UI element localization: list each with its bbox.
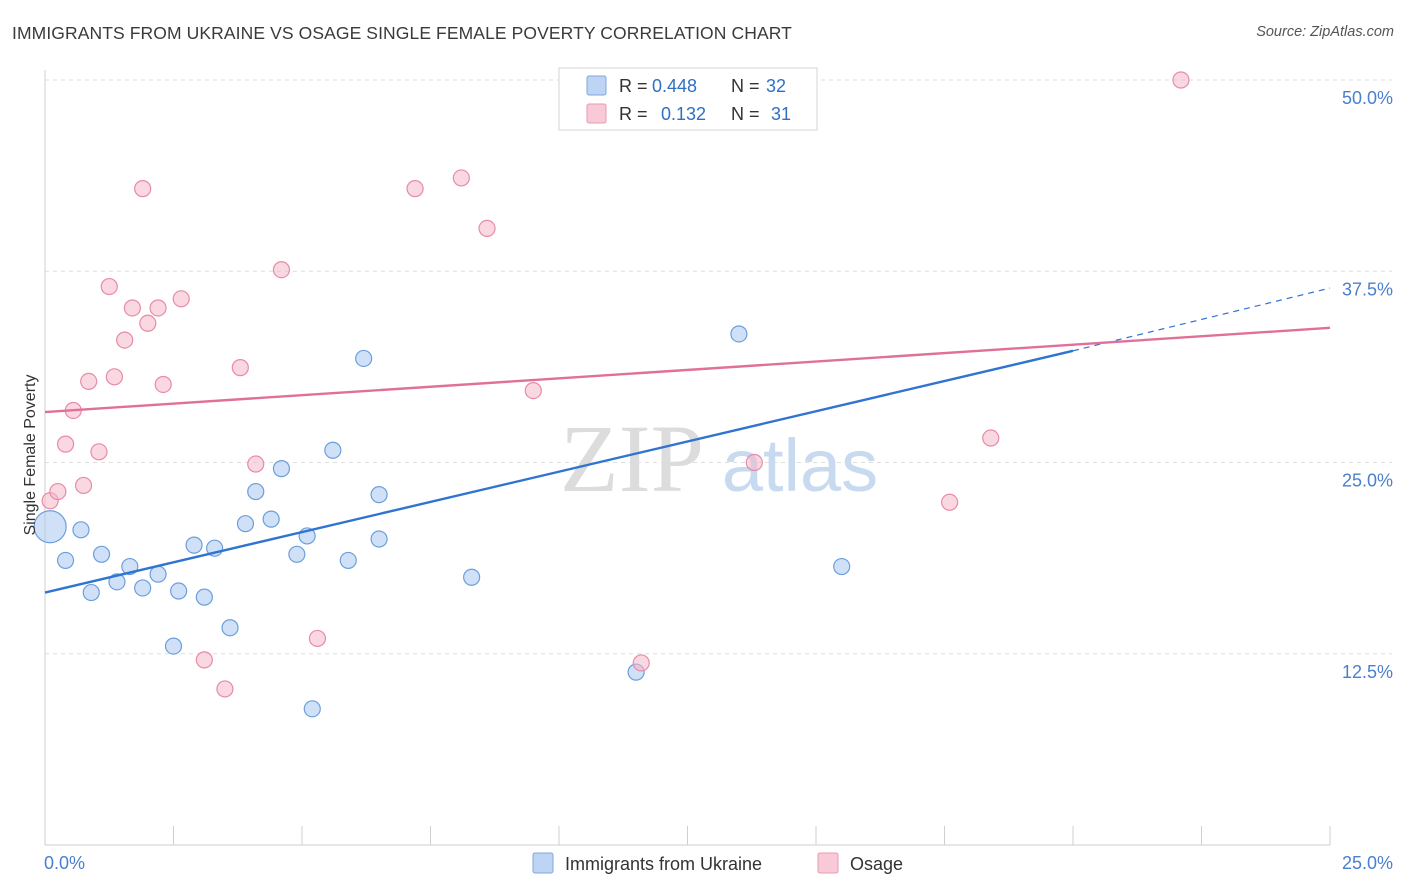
- legend-n-value-2: 31: [771, 104, 791, 124]
- ukraine-point: [72, 521, 90, 539]
- legend-n-label-2: N =: [731, 104, 760, 124]
- osage-point: [195, 651, 213, 669]
- ukraine-point: [324, 441, 342, 459]
- ukraine-point: [272, 460, 291, 478]
- ukraine-point: [82, 583, 100, 602]
- legend-r-label-1: R =: [619, 76, 648, 96]
- osage-point: [116, 331, 134, 349]
- legend-n-value-1: 32: [766, 76, 786, 96]
- osage-point: [80, 372, 98, 391]
- legend-swatch-osage: [586, 103, 607, 124]
- ukraine-point: [370, 530, 388, 548]
- series-legend-label-osage: Osage: [850, 854, 903, 874]
- trend-lines: [44, 287, 1331, 594]
- ukraine-point: [92, 545, 111, 563]
- y-tick-label: 50.0%: [1342, 88, 1393, 108]
- watermark-zip: ZIP: [560, 405, 704, 512]
- watermark-atlas: atlas: [722, 424, 878, 507]
- watermark: ZIP atlas: [560, 405, 878, 512]
- osage-point: [139, 314, 157, 332]
- ukraine-point: [339, 551, 357, 570]
- legend-r-label-2: R =: [619, 104, 648, 124]
- osage-point: [272, 261, 291, 279]
- osage-point: [134, 180, 152, 198]
- osage-point: [105, 368, 123, 386]
- x-tick-label-min: 0.0%: [44, 853, 85, 873]
- x-tick-label-max: 25.0%: [1342, 853, 1393, 873]
- osage-point: [1172, 71, 1190, 89]
- osage-point: [216, 680, 234, 698]
- osage-point: [308, 629, 327, 648]
- ukraine-point: [56, 551, 75, 570]
- osage-point: [982, 429, 1000, 447]
- osage-point: [941, 493, 959, 511]
- ukraine-point: [247, 482, 265, 501]
- osage-point: [149, 299, 167, 317]
- chart-title: IMMIGRANTS FROM UKRAINE VS OSAGE SINGLE …: [12, 23, 792, 43]
- ukraine-point: [164, 637, 183, 655]
- osage-point: [172, 290, 190, 308]
- ukraine-point: [833, 557, 851, 576]
- legend-r-value-2: 0.132: [661, 104, 706, 124]
- ukraine-point: [730, 325, 748, 343]
- osage-point: [478, 219, 496, 238]
- ukraine-point: [185, 536, 203, 554]
- ukraine-point: [370, 486, 388, 504]
- osage-point: [524, 381, 542, 400]
- ukraine-trend-extension: [1072, 287, 1331, 352]
- stats-legend: R = 0.448 N = 32 R = 0.132 N = 31: [558, 67, 818, 131]
- legend-r-value-1: 0.448: [652, 76, 697, 96]
- y-tick-label: 25.0%: [1342, 471, 1393, 491]
- osage-point: [123, 299, 141, 317]
- ukraine-point: [149, 565, 167, 583]
- osage-point: [406, 180, 424, 198]
- axes: 0.0% 25.0%: [44, 70, 1393, 873]
- ukraine-point: [262, 510, 280, 528]
- legend-swatch-ukraine: [586, 75, 607, 96]
- ukraine-point: [33, 510, 67, 544]
- ukraine-point: [108, 573, 126, 591]
- osage-point: [632, 654, 650, 672]
- series-legend: Immigrants from Ukraine Osage: [532, 852, 903, 874]
- ukraine-trend-line: [44, 349, 1074, 594]
- osage-point: [49, 482, 67, 501]
- data-points: [33, 71, 1190, 718]
- series-legend-swatch-osage: [817, 852, 839, 874]
- grid-lines: 12.5% 25.0% 37.5% 50.0%: [45, 79, 1393, 682]
- source-label: Source: ZipAtlas.com: [1256, 24, 1394, 40]
- osage-point: [100, 277, 118, 296]
- y-tick-label: 37.5%: [1342, 279, 1393, 299]
- ukraine-point: [463, 568, 481, 586]
- osage-trend-line: [44, 326, 1331, 414]
- osage-point: [154, 375, 172, 394]
- ukraine-point: [221, 619, 239, 637]
- osage-point: [745, 453, 763, 472]
- ukraine-point: [170, 582, 188, 600]
- ukraine-point: [288, 545, 306, 563]
- osage-point: [74, 476, 93, 495]
- series-legend-label-ukraine: Immigrants from Ukraine: [565, 854, 762, 874]
- osage-point: [247, 455, 265, 473]
- ukraine-point: [236, 515, 255, 533]
- ukraine-point: [355, 349, 373, 368]
- ukraine-point: [303, 700, 321, 718]
- osage-point: [90, 443, 108, 461]
- osage-point: [56, 435, 75, 453]
- osage-point: [231, 359, 249, 377]
- osage-point: [452, 169, 470, 187]
- legend-n-label-1: N =: [731, 76, 760, 96]
- y-axis-label: Single Female Poverty: [22, 375, 39, 536]
- ukraine-point: [195, 588, 213, 606]
- y-tick-label: 12.5%: [1342, 662, 1393, 682]
- series-legend-swatch-ukraine: [532, 852, 554, 874]
- ukraine-point: [134, 579, 152, 597]
